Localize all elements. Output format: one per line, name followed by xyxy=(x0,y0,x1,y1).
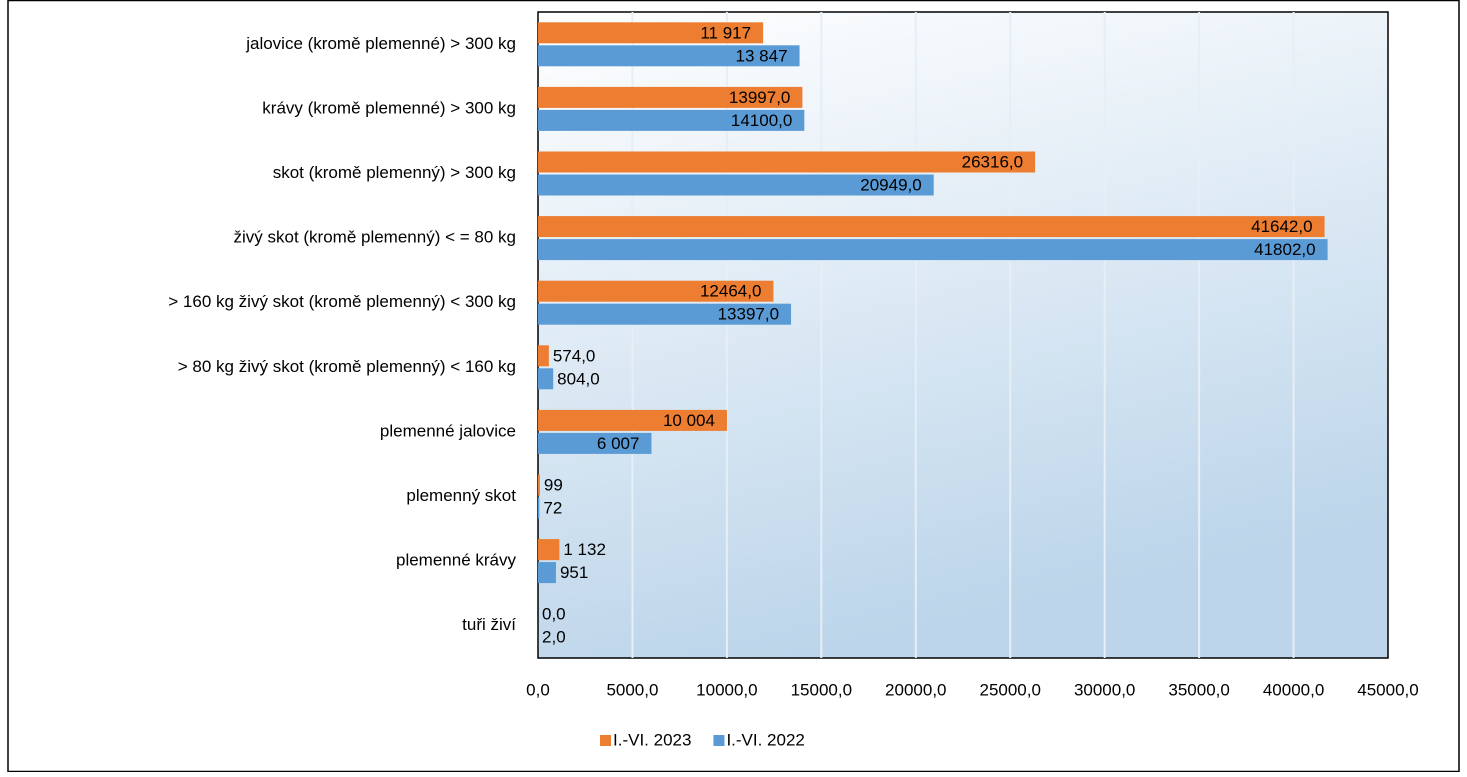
data-label: 13997,0 xyxy=(729,88,790,107)
data-label: 14100,0 xyxy=(731,111,792,130)
bar xyxy=(538,239,1328,260)
bar xyxy=(538,216,1325,237)
data-label: 6 007 xyxy=(597,434,640,453)
bar xyxy=(538,345,549,366)
y-tick-label: > 160 kg živý skot (kromě plemenný) < 30… xyxy=(168,292,516,311)
data-label: 574,0 xyxy=(553,346,596,365)
x-tick-label: 40000,0 xyxy=(1263,680,1324,699)
x-tick-label: 45000,0 xyxy=(1357,680,1418,699)
bar xyxy=(538,498,539,519)
data-label: 20949,0 xyxy=(860,175,921,194)
data-label: 99 xyxy=(544,475,563,494)
bar xyxy=(538,539,559,560)
data-label: 41802,0 xyxy=(1254,240,1315,259)
data-label: 26316,0 xyxy=(962,152,1023,171)
data-label: 72 xyxy=(543,498,562,517)
x-tick-label: 0,0 xyxy=(526,680,550,699)
plot-area xyxy=(538,12,1388,658)
data-label: 13397,0 xyxy=(718,305,779,324)
x-tick-label: 20000,0 xyxy=(885,680,946,699)
y-tick-label: živý skot (kromě plemenný) < = 80 kg xyxy=(233,228,516,247)
y-tick-label: jalovice (kromě plemenné) > 300 kg xyxy=(245,34,516,53)
x-tick-label: 35000,0 xyxy=(1168,680,1229,699)
data-label: 10 004 xyxy=(663,411,715,430)
x-tick-label: 25000,0 xyxy=(979,680,1040,699)
data-label: 0,0 xyxy=(542,605,566,624)
x-tick-label: 5000,0 xyxy=(606,680,658,699)
data-label: 804,0 xyxy=(557,369,600,388)
y-tick-label: skot (kromě plemenný) > 300 kg xyxy=(273,163,516,182)
x-tick-label: 15000,0 xyxy=(791,680,852,699)
data-label: 11 917 xyxy=(700,23,751,42)
x-tick-label: 30000,0 xyxy=(1074,680,1135,699)
y-tick-label: plemenné jalovice xyxy=(380,421,516,440)
legend-label: I.-VI. 2023 xyxy=(613,730,691,749)
legend-swatch xyxy=(713,735,724,746)
y-tick-label: krávy (kromě plemenné) > 300 kg xyxy=(262,98,516,117)
bar xyxy=(538,562,556,583)
data-label: 41642,0 xyxy=(1251,217,1312,236)
data-label: 13 847 xyxy=(736,46,788,65)
y-tick-label: plemenný skot xyxy=(406,486,516,505)
data-label: 1 132 xyxy=(563,540,606,559)
data-label: 2,0 xyxy=(542,628,566,647)
legend-swatch xyxy=(600,735,611,746)
data-label: 12464,0 xyxy=(700,282,761,301)
bar xyxy=(538,475,540,496)
legend-label: I.-VI. 2022 xyxy=(726,730,804,749)
y-tick-label: tuři živí xyxy=(462,615,516,634)
bar xyxy=(538,368,553,389)
y-tick-label: plemenné krávy xyxy=(396,551,517,570)
y-tick-label: > 80 kg živý skot (kromě plemenný) < 160… xyxy=(178,357,516,376)
bar xyxy=(538,152,1035,173)
data-label: 951 xyxy=(560,563,588,582)
x-tick-label: 10000,0 xyxy=(696,680,757,699)
